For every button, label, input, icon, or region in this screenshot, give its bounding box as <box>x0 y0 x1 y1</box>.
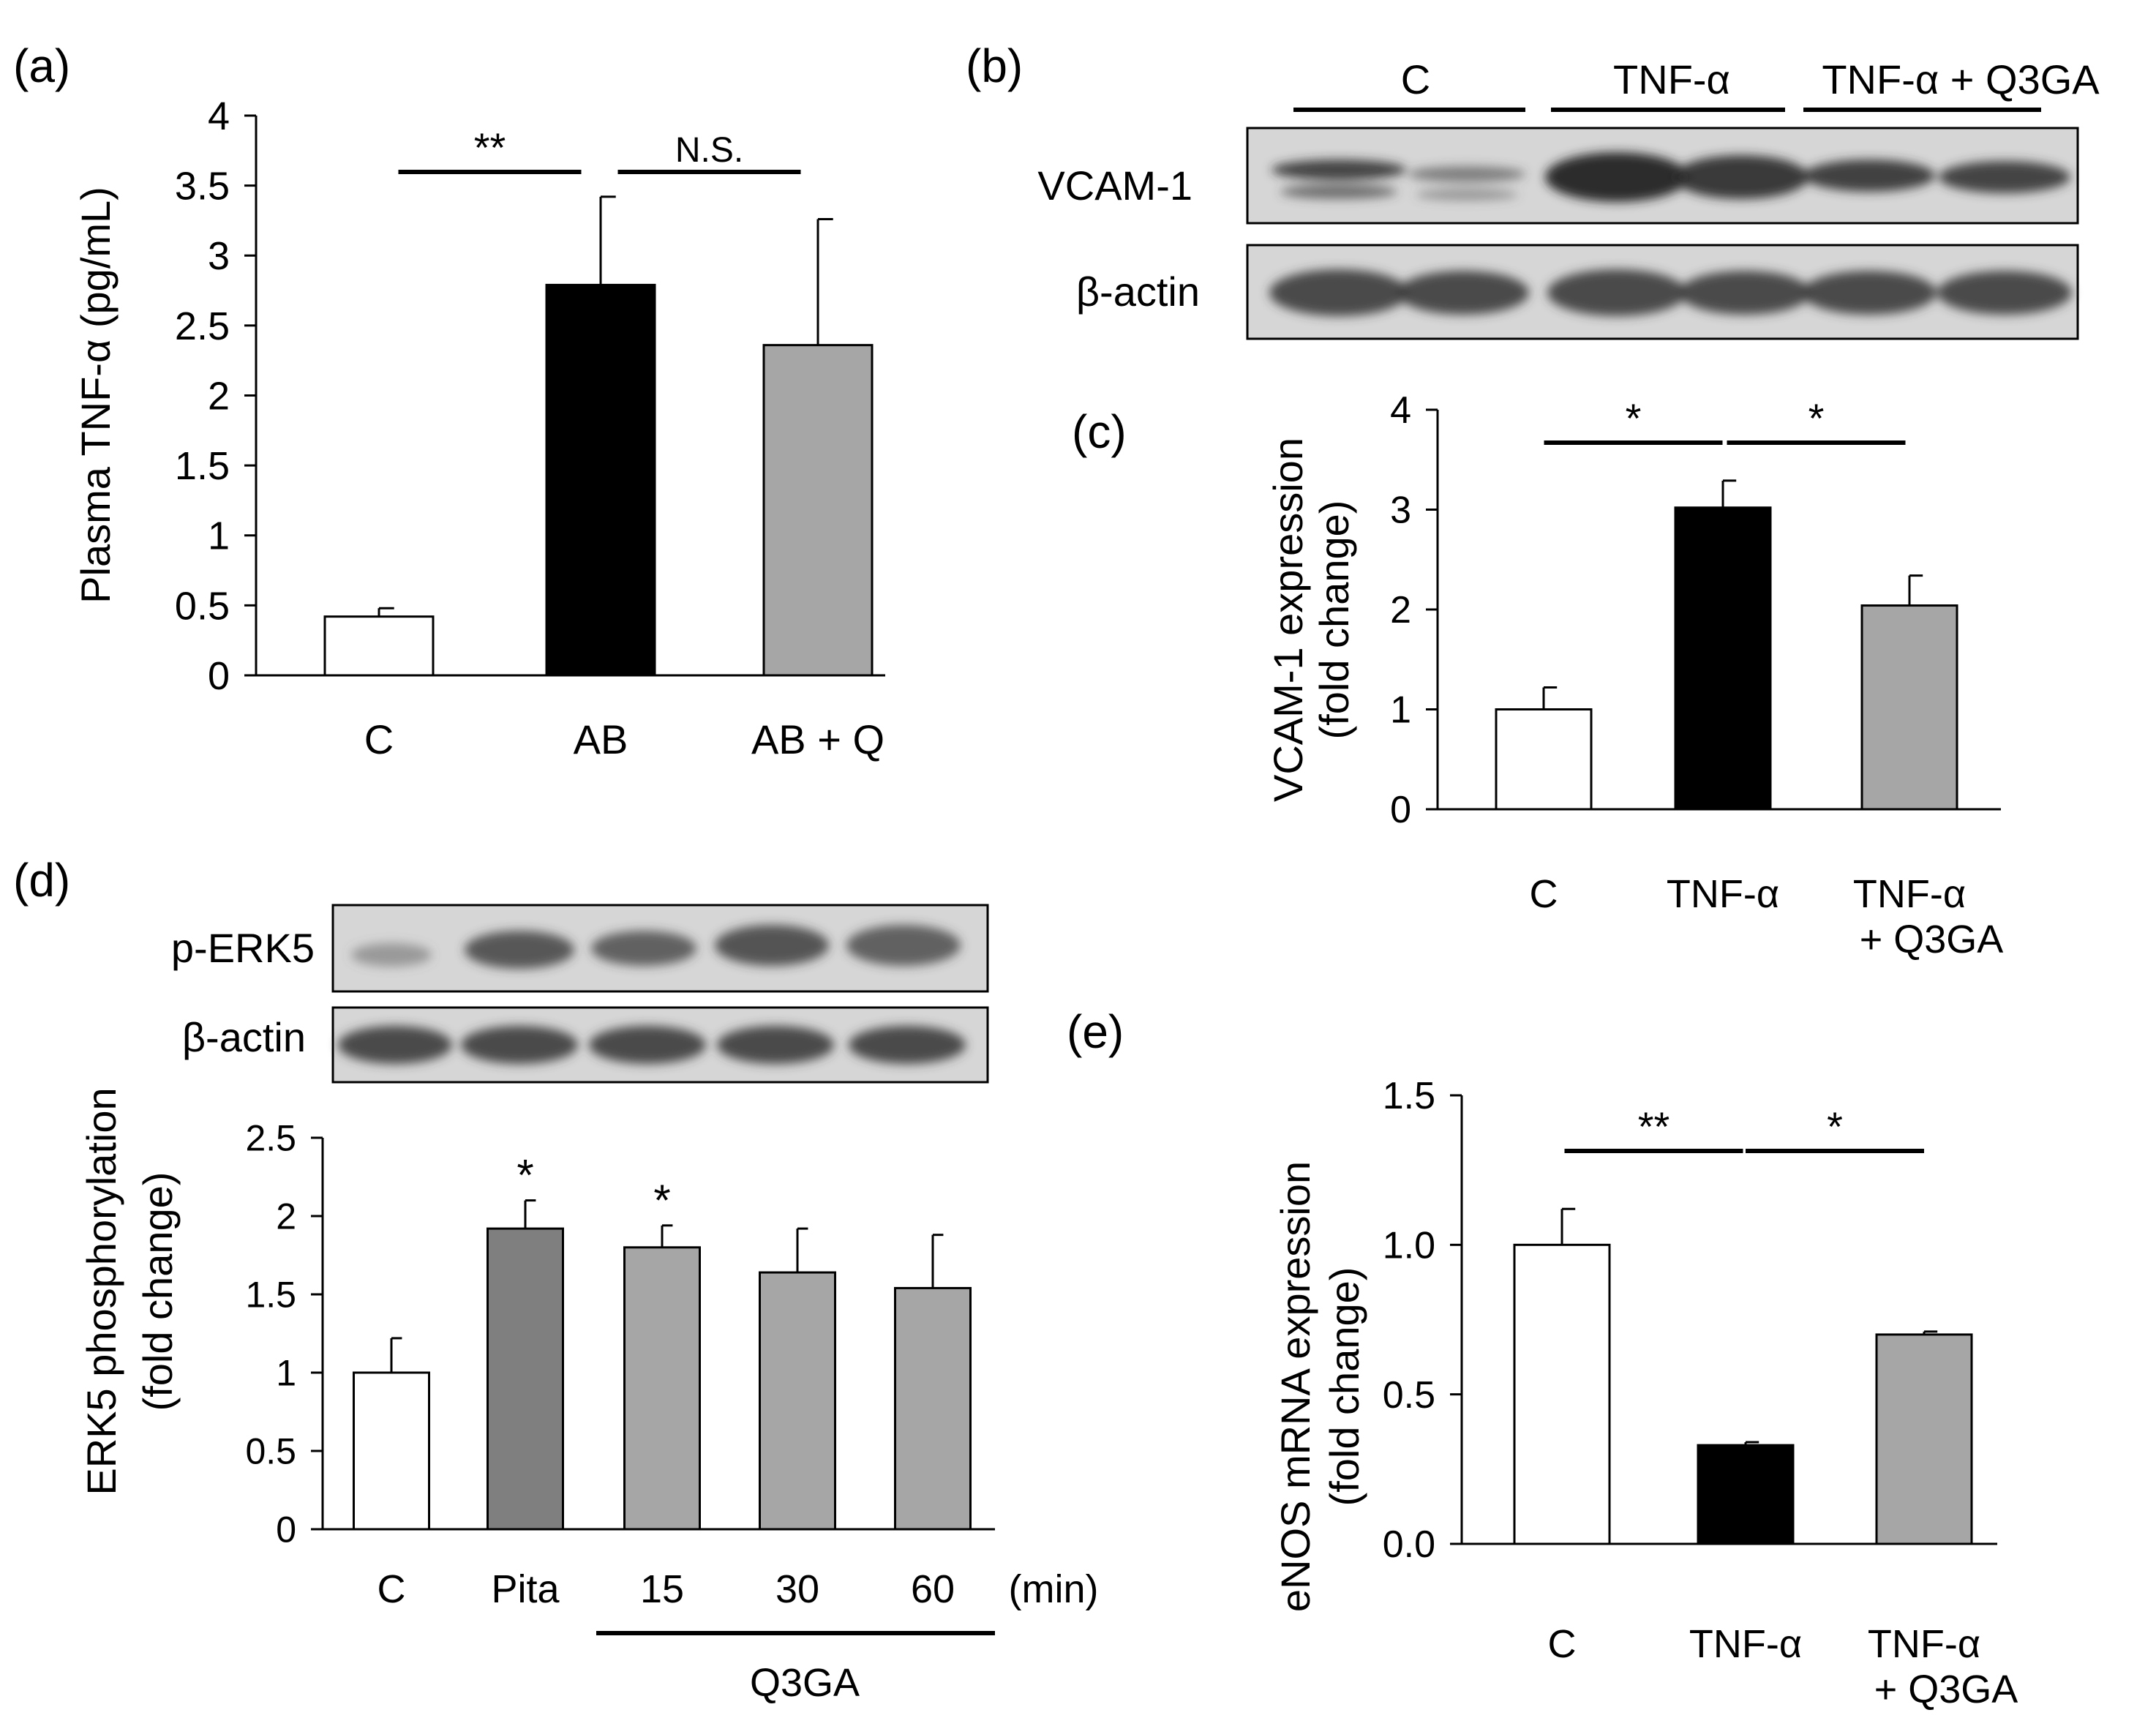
bar <box>545 283 656 677</box>
chart-e: 0.00.51.01.5C TNF-α TNF-α+ Q3GA** * <box>1383 1075 2018 1711</box>
y-tick-label: 1.5 <box>245 1275 296 1316</box>
y-tick-label: 0 <box>276 1509 296 1550</box>
panel-a-ylabel: Plasma TNF-α (pg/mL) <box>72 187 119 604</box>
blot-b-vcam1-strip <box>1246 127 2079 225</box>
chart-d: 0 0.5 1 1.5 2 2.5 C Pita * 15 * 30 60 (min) Q3GA <box>245 1118 1098 1706</box>
category-label: + Q3GA <box>1874 1668 2018 1711</box>
blot-b-row-vcam1: VCAM-1 <box>1037 162 1192 209</box>
bar <box>1674 506 1772 811</box>
y-tick-label: 4 <box>1390 389 1411 432</box>
category-label: AB + Q <box>751 716 884 762</box>
significance-label: N.S. <box>675 131 743 170</box>
panel-c: (c) VCAM-1 expression (fold change) 0 1 2 3… <box>1072 389 2003 961</box>
significance-label: ** <box>1638 1103 1670 1149</box>
blot-b-group-c: C <box>1401 56 1430 102</box>
panel-e-ylabel-line2: (fold change) <box>1321 1267 1367 1507</box>
bar <box>1495 708 1593 811</box>
panel-d-ylabel-line2: (fold change) <box>135 1172 181 1411</box>
panel-d-label: (d) <box>13 854 70 907</box>
blot-d-perk5-strip <box>331 904 989 993</box>
category-label: 15 <box>640 1567 684 1611</box>
bar <box>759 1271 836 1531</box>
y-tick-label: 0.0 <box>1383 1523 1435 1566</box>
significance-mark: * <box>517 1151 533 1200</box>
category-label: 30 <box>775 1567 819 1611</box>
y-tick-label: 0.5 <box>175 584 230 628</box>
bar <box>353 1371 430 1531</box>
category-label: 60 <box>911 1567 955 1611</box>
blot-d-actin-strip <box>331 1006 989 1084</box>
y-tick-label: 2 <box>276 1196 296 1237</box>
significance-mark: * <box>653 1176 670 1225</box>
category-label: C <box>1548 1622 1577 1666</box>
category-label: TNF-α <box>1868 1622 1980 1666</box>
category-label: C <box>378 1567 406 1611</box>
blot-d-row-actin: β-actin <box>182 1014 306 1060</box>
panel-e-ylabel-line1: eNOS mRNA expression <box>1272 1161 1318 1612</box>
y-tick-label: 1.5 <box>175 444 230 488</box>
y-tick-label: 2.5 <box>175 304 230 348</box>
y-tick-label: 3 <box>1390 489 1411 532</box>
category-label: TNF-α <box>1853 872 1966 916</box>
category-label: TNF-α <box>1689 1622 1802 1666</box>
blot-b-actin-strip <box>1246 244 2079 340</box>
y-tick-label: 0 <box>1390 789 1411 831</box>
bar <box>762 344 874 677</box>
significance-label: * <box>1626 395 1642 441</box>
y-tick-label: 2.5 <box>245 1118 296 1159</box>
panel-d-ylabel-line1: ERK5 phosphorylation <box>78 1087 124 1495</box>
panel-e-label: (e) <box>1067 1005 1124 1058</box>
panel-a-label: (a) <box>13 40 70 92</box>
bar <box>1513 1243 1611 1545</box>
category-label: AB <box>574 716 628 762</box>
group-label: Q3GA <box>750 1661 860 1705</box>
significance-label: * <box>1808 395 1825 441</box>
panel-b-label: (b) <box>966 40 1023 92</box>
bar <box>1860 604 1958 811</box>
y-tick-label: 1.0 <box>1383 1225 1435 1267</box>
significance-label: * <box>1827 1103 1843 1149</box>
y-tick-label: 4 <box>208 94 230 138</box>
bar <box>894 1286 972 1531</box>
panel-b: (b) C TNF-α TNF-α + Q3GA VCAM-1 β-actin <box>966 40 2100 340</box>
panel-c-ylabel-line2: (fold change) <box>1311 500 1357 740</box>
unit-label: (min) <box>1009 1567 1099 1611</box>
blot-d-row-perk5: p-ERK5 <box>171 925 315 971</box>
bar <box>323 615 435 677</box>
bar <box>487 1227 564 1531</box>
panel-e: (e) eNOS mRNA expression (fold change) 0… <box>1067 1005 2018 1711</box>
panel-d: (d) p-ERK5 β-actin ERK5 phosphory <box>13 854 1098 1705</box>
y-tick-label: 0.5 <box>1383 1374 1435 1417</box>
panel-c-ylabel-line1: VCAM-1 expression <box>1265 438 1311 802</box>
y-tick-label: 0 <box>208 654 230 698</box>
category-label: C <box>364 716 394 762</box>
category-label: C <box>1530 872 1558 916</box>
y-tick-label: 1.5 <box>1383 1075 1435 1117</box>
y-tick-label: 1 <box>276 1353 296 1394</box>
y-tick-label: 3 <box>208 234 230 278</box>
bar <box>623 1246 701 1531</box>
category-label: TNF-α <box>1667 872 1779 916</box>
category-label: + Q3GA <box>1860 918 2004 961</box>
significance-label: ** <box>474 124 506 170</box>
bar <box>1875 1333 1973 1545</box>
panel-c-label: (c) <box>1072 405 1127 458</box>
y-tick-label: 3.5 <box>175 165 230 209</box>
blot-b-group-tnf: TNF-α <box>1613 56 1730 102</box>
y-tick-label: 1 <box>1390 689 1411 732</box>
blot-b-row-actin: β-actin <box>1076 269 1200 315</box>
y-tick-label: 2 <box>1390 589 1411 631</box>
y-tick-label: 2 <box>208 374 230 418</box>
category-label: Pita <box>491 1567 560 1611</box>
y-tick-label: 0.5 <box>245 1431 296 1472</box>
panel-a: (a) Plasma TNF-α (pg/mL) 0 0.5 1 1.5 2 2.5 3 3.… <box>13 40 885 762</box>
blot-b-group-tnf-q3ga: TNF-α + Q3GA <box>1822 56 2100 102</box>
y-tick-label: 1 <box>208 514 230 558</box>
chart-a: 0 0.5 1 1.5 2 2.5 3 3.5 4 C AB AB + Q ** N.S. <box>175 94 885 762</box>
bar <box>1697 1444 1795 1545</box>
